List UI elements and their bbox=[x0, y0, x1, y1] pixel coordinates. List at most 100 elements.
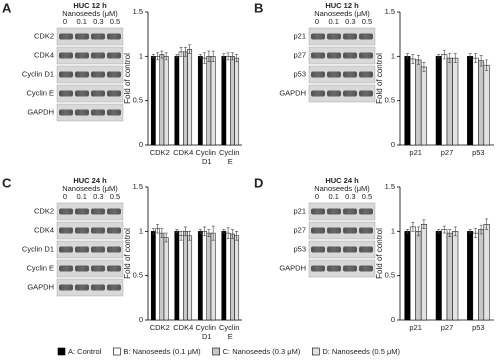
error-bar bbox=[468, 229, 472, 234]
panel-letter: B bbox=[254, 0, 263, 15]
panel-letter: A bbox=[2, 0, 12, 15]
dose-label: 0.1 bbox=[76, 192, 86, 201]
legend-swatch bbox=[312, 347, 320, 356]
error-bar bbox=[416, 55, 420, 65]
bar bbox=[225, 232, 231, 321]
bar bbox=[150, 56, 156, 146]
legend-label: A: Control bbox=[68, 347, 102, 356]
bar bbox=[183, 51, 188, 146]
error-bar bbox=[226, 52, 230, 61]
protein-label: CDK4 bbox=[34, 50, 54, 59]
x-tick-label: CDK4 bbox=[173, 148, 193, 157]
x-tick-label: Cyclin D1 bbox=[195, 323, 218, 341]
x-tick-label: p21 bbox=[409, 148, 422, 157]
bar bbox=[221, 56, 227, 146]
error-bar bbox=[230, 229, 234, 239]
error-bar bbox=[468, 53, 472, 60]
blot-strip bbox=[56, 278, 124, 297]
bar bbox=[472, 57, 479, 146]
y-tick-label: 0.5 bbox=[133, 96, 143, 105]
error-bar bbox=[453, 53, 457, 63]
error-bar bbox=[198, 54, 202, 59]
blot-band bbox=[59, 90, 73, 97]
blot-band bbox=[311, 208, 325, 215]
bar bbox=[452, 231, 459, 321]
dose-label: 0.1 bbox=[76, 17, 86, 26]
dose-label: 0.3 bbox=[93, 17, 103, 26]
dose-label: 0.1 bbox=[328, 17, 338, 26]
error-bar bbox=[222, 53, 226, 60]
error-bar bbox=[474, 53, 478, 63]
blot-band bbox=[59, 208, 73, 215]
legend-label: C: Nanoseeds (0.3 μM) bbox=[223, 347, 301, 356]
blot-band bbox=[107, 90, 121, 97]
error-bar bbox=[411, 222, 415, 232]
error-bar bbox=[151, 228, 155, 235]
y-axis-label: Fold of control bbox=[375, 53, 384, 104]
bar bbox=[234, 235, 240, 321]
y-tick-label: 1.5 bbox=[133, 7, 143, 16]
blot-strip bbox=[308, 46, 376, 65]
blot-subtitle: Nanoseeds (μM) bbox=[314, 184, 370, 193]
blot-band bbox=[75, 71, 89, 78]
bar bbox=[210, 56, 216, 146]
error-bar bbox=[151, 54, 155, 59]
error-bar bbox=[211, 50, 215, 62]
bar bbox=[187, 235, 193, 321]
bar bbox=[472, 232, 479, 321]
blot-band bbox=[59, 265, 73, 272]
blot-band bbox=[59, 33, 73, 40]
blot-band bbox=[343, 208, 357, 215]
blot-strip bbox=[56, 202, 124, 221]
y-tick-label: 1 bbox=[391, 51, 395, 60]
bar bbox=[225, 56, 231, 146]
y-axis-label: Fold of control bbox=[123, 228, 132, 279]
protein-label: p53 bbox=[293, 69, 306, 78]
bar bbox=[467, 231, 474, 321]
y-tick-label: 1.5 bbox=[133, 182, 143, 191]
blot-title: HUC 12 h bbox=[325, 1, 359, 10]
blot-band bbox=[107, 109, 121, 116]
error-bar bbox=[230, 52, 234, 61]
protein-label: p27 bbox=[293, 50, 306, 59]
error-bar bbox=[179, 47, 183, 57]
bar bbox=[163, 237, 169, 321]
blot-band bbox=[91, 52, 105, 59]
x-tick-label: p27 bbox=[441, 323, 454, 332]
legend-swatch bbox=[57, 347, 66, 356]
error-bar bbox=[198, 229, 202, 234]
blot-band bbox=[311, 52, 325, 59]
bar bbox=[467, 56, 474, 146]
blot-band bbox=[75, 265, 89, 272]
error-bar bbox=[160, 228, 164, 238]
bar bbox=[409, 226, 416, 321]
blot-band bbox=[359, 52, 373, 59]
bar bbox=[221, 231, 227, 321]
blot-band bbox=[343, 90, 357, 97]
dose-label: 0.3 bbox=[93, 192, 103, 201]
blot-strip bbox=[56, 221, 124, 240]
bar bbox=[174, 56, 180, 146]
blot-title: HUC 24 h bbox=[325, 176, 359, 185]
legend-label: D: Nanoseeds (0.5 μM) bbox=[322, 347, 400, 356]
protein-label: Cyclin D1 bbox=[22, 244, 54, 253]
blot-band bbox=[343, 265, 357, 272]
bar bbox=[206, 232, 212, 321]
legend-label: B: Nanoseeds (0.1 μM) bbox=[123, 347, 201, 356]
blot-band bbox=[327, 208, 341, 215]
dose-label: 0.1 bbox=[328, 192, 338, 201]
bar bbox=[234, 57, 240, 146]
bar bbox=[187, 48, 193, 146]
blot-band bbox=[75, 52, 89, 59]
bar bbox=[483, 64, 490, 146]
blot-band bbox=[311, 246, 325, 253]
blot-band bbox=[91, 71, 105, 78]
error-bar bbox=[156, 223, 160, 234]
blot-band bbox=[91, 246, 105, 253]
bar bbox=[415, 231, 422, 321]
error-bar bbox=[235, 54, 239, 62]
bar bbox=[446, 57, 453, 146]
bar bbox=[230, 233, 235, 321]
x-tick-label: Cyclin E bbox=[219, 148, 242, 166]
blot-band bbox=[311, 265, 325, 272]
